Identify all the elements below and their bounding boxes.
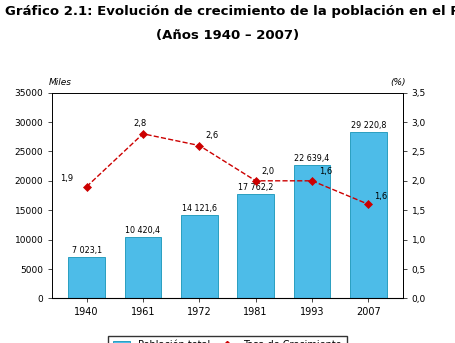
Text: 29 220,8: 29 220,8 [351,121,386,130]
Bar [68,257,105,298]
Bar [125,237,161,298]
Text: 10 420,4: 10 420,4 [126,226,161,235]
Text: 1,6: 1,6 [319,167,333,176]
Text: 1,6: 1,6 [374,192,388,201]
Text: 2,6: 2,6 [205,131,218,140]
Text: 17 762,2: 17 762,2 [238,182,273,192]
Text: 2,0: 2,0 [262,167,275,176]
Text: 14 121,6: 14 121,6 [182,204,217,213]
Legend: Población total, Tasa de Crecimiento: Población total, Tasa de Crecimiento [108,335,347,343]
Text: 2,8: 2,8 [133,119,147,128]
Text: 1,9: 1,9 [60,174,73,183]
Text: Gráfico 2.1: Evolución de crecimiento de la población en el Perú: Gráfico 2.1: Evolución de crecimiento de… [5,5,455,18]
Bar [238,194,274,298]
Text: 22 639,4: 22 639,4 [294,154,330,163]
Bar [294,165,330,298]
Text: (Años 1940 – 2007): (Años 1940 – 2007) [156,29,299,42]
Text: Miles: Miles [49,79,72,87]
Text: (%): (%) [391,79,406,87]
Text: 7 023,1: 7 023,1 [71,246,101,255]
Bar [181,215,217,298]
Bar [350,132,387,298]
